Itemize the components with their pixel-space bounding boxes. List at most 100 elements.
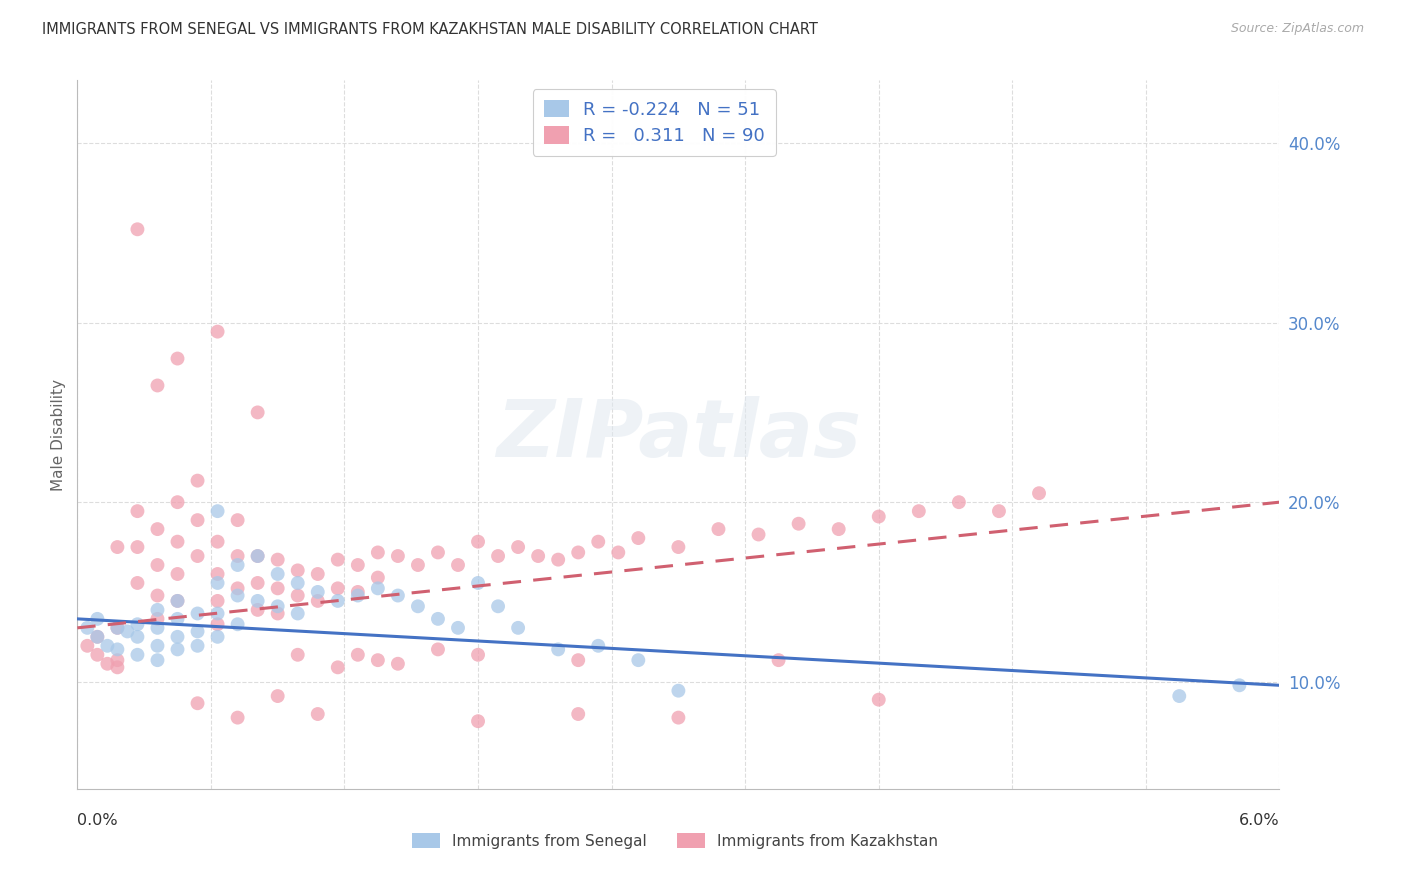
Point (207, 534, 229, 549)
Point (908, 504, 931, 518)
Point (146, 621, 169, 635)
Point (146, 612, 169, 626)
Point (187, 474, 209, 488)
Point (367, 653, 389, 667)
Point (287, 648, 309, 662)
Point (207, 576, 229, 591)
Point (226, 582, 249, 596)
Point (347, 648, 370, 662)
Point (367, 545, 389, 559)
Point (146, 558, 169, 572)
Point (207, 594, 229, 608)
Point (627, 653, 650, 667)
Point (107, 540, 129, 554)
Point (96, 657, 118, 671)
Point (287, 576, 309, 591)
Point (547, 552, 569, 566)
Point (146, 653, 169, 667)
Point (326, 594, 349, 608)
Point (107, 653, 129, 667)
Point (387, 549, 409, 563)
Point (246, 576, 269, 591)
Legend: R = -0.224   N = 51, R =   0.311   N = 90: R = -0.224 N = 51, R = 0.311 N = 90 (533, 89, 776, 156)
Point (146, 378, 169, 392)
Point (117, 624, 139, 639)
Point (607, 545, 630, 559)
Point (567, 706, 589, 721)
Point (1028, 486, 1050, 500)
Point (226, 589, 249, 603)
Point (226, 549, 249, 563)
Point (828, 522, 851, 536)
Point (486, 599, 509, 614)
Point (267, 599, 290, 614)
Point (267, 689, 290, 703)
Point (508, 540, 530, 554)
Point (246, 603, 269, 617)
Point (347, 589, 370, 603)
Point (166, 612, 188, 626)
Point (387, 657, 409, 671)
Point (486, 549, 509, 563)
Point (267, 582, 290, 596)
Point (668, 683, 690, 698)
Point (467, 576, 489, 591)
Point (427, 545, 450, 559)
Point (226, 710, 249, 724)
Point (427, 642, 450, 657)
Point (107, 660, 129, 674)
Point (246, 549, 269, 563)
Point (226, 617, 249, 632)
Point (668, 540, 690, 554)
Point (988, 504, 1011, 518)
Point (107, 642, 129, 657)
Point (668, 710, 690, 724)
Point (787, 516, 810, 531)
Point (868, 692, 890, 706)
Point (187, 549, 209, 563)
Point (127, 648, 149, 662)
Point (267, 566, 290, 581)
Point (567, 545, 589, 559)
Point (467, 534, 489, 549)
Point (207, 607, 229, 621)
Point (307, 706, 329, 721)
Text: IMMIGRANTS FROM SENEGAL VS IMMIGRANTS FROM KAZAKHSTAN MALE DISABILITY CORRELATIO: IMMIGRANTS FROM SENEGAL VS IMMIGRANTS FR… (42, 22, 818, 37)
Point (307, 585, 329, 599)
Point (246, 405, 269, 419)
Point (1168, 689, 1191, 703)
Point (707, 522, 730, 536)
Point (326, 582, 349, 596)
Point (207, 617, 229, 632)
Text: 6.0%: 6.0% (1239, 814, 1279, 828)
Point (508, 621, 530, 635)
Point (107, 621, 129, 635)
Point (166, 495, 188, 509)
Point (307, 566, 329, 581)
Point (287, 607, 309, 621)
Point (146, 589, 169, 603)
Text: Source: ZipAtlas.com: Source: ZipAtlas.com (1230, 22, 1364, 36)
Point (96, 639, 118, 653)
Point (347, 558, 370, 572)
Point (127, 576, 149, 591)
Point (86, 630, 108, 644)
Legend: Immigrants from Senegal, Immigrants from Kazakhstan: Immigrants from Senegal, Immigrants from… (412, 833, 938, 848)
Point (166, 642, 188, 657)
Point (588, 534, 610, 549)
Point (166, 566, 188, 581)
Point (146, 639, 169, 653)
Point (467, 648, 489, 662)
Point (387, 589, 409, 603)
Point (287, 589, 309, 603)
Point (187, 639, 209, 653)
Text: ZIPatlas: ZIPatlas (496, 396, 860, 474)
Point (86, 612, 108, 626)
Point (187, 696, 209, 710)
Point (347, 585, 370, 599)
Point (567, 653, 589, 667)
Point (207, 630, 229, 644)
Point (76, 639, 98, 653)
Point (307, 594, 329, 608)
Point (447, 558, 470, 572)
